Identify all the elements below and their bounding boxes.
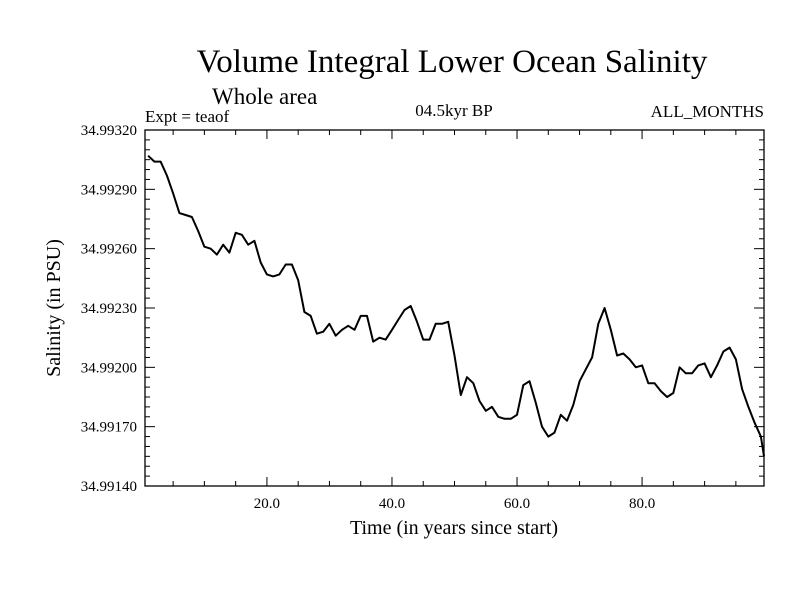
x-tick-label: 40.0 xyxy=(379,496,405,512)
y-tick-label: 34.99260 xyxy=(81,242,137,258)
x-tick-label: 80.0 xyxy=(629,496,655,512)
y-tick-label: 34.99230 xyxy=(81,301,137,317)
series-line-salinity xyxy=(147,154,765,457)
y-axis-label: Salinity (in PSU) xyxy=(43,239,65,377)
x-axis-tick-labels: 20.0 40.0 60.0 80.0 xyxy=(254,496,655,512)
x-axis-label: Time (in years since start) xyxy=(350,517,558,539)
period-label: 04.5kyr BP xyxy=(415,101,492,120)
x-axis-ticks xyxy=(172,130,737,486)
chart-title: Volume Integral Lower Ocean Salinity xyxy=(197,44,708,80)
months-label: ALL_MONTHS xyxy=(651,102,764,121)
chart-subtitle: Whole area xyxy=(212,84,317,109)
y-axis-tick-labels: 34.99140 34.99170 34.99200 34.99230 34.99260… xyxy=(81,123,137,495)
y-tick-label: 34.99200 xyxy=(81,360,137,376)
y-axis-ticks xyxy=(145,129,764,487)
y-tick-label: 34.99320 xyxy=(81,123,137,139)
y-tick-label: 34.99140 xyxy=(81,479,137,495)
x-tick-label: 20.0 xyxy=(254,496,280,512)
x-tick-label: 60.0 xyxy=(504,496,530,512)
y-tick-label: 34.99170 xyxy=(81,420,137,436)
plot-frame xyxy=(144,129,765,487)
y-tick-label: 34.99290 xyxy=(81,182,137,198)
experiment-label: Expt = teaof xyxy=(145,107,230,126)
